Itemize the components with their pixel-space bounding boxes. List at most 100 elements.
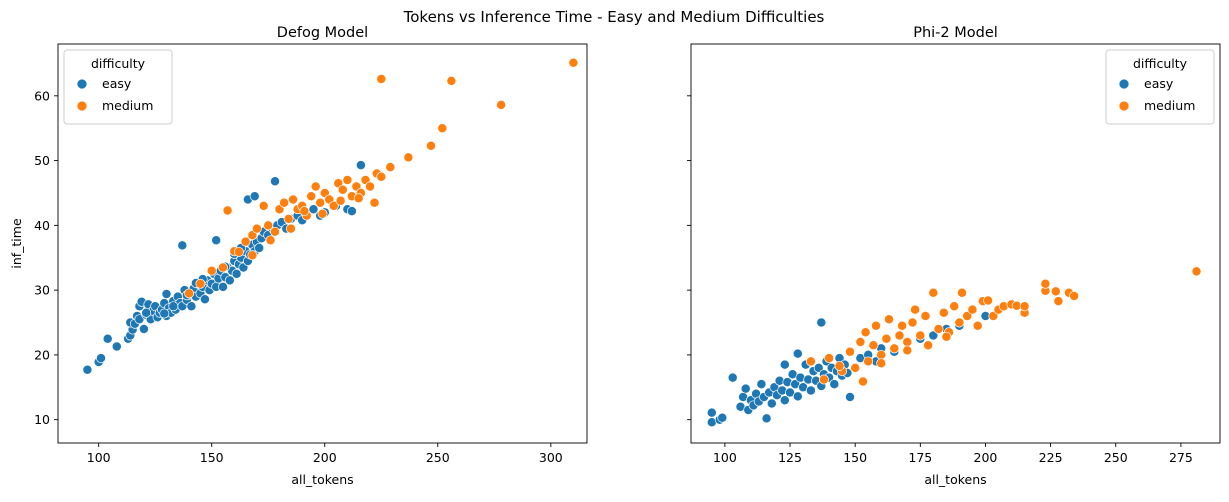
data-point-medium bbox=[403, 152, 414, 163]
data-point-medium bbox=[426, 140, 436, 151]
data-point-easy bbox=[254, 243, 265, 253]
data-point-medium bbox=[871, 320, 881, 331]
data-point-easy bbox=[779, 395, 790, 406]
data-point-medium bbox=[1191, 266, 1202, 277]
plot-frame bbox=[690, 43, 1221, 444]
data-point-medium bbox=[446, 75, 457, 86]
data-point-easy bbox=[706, 407, 717, 418]
data-point-easy bbox=[845, 392, 855, 402]
data-point-medium bbox=[894, 330, 905, 341]
data-point-medium bbox=[897, 320, 908, 331]
legend-title: difficulty bbox=[91, 56, 146, 71]
data-point-easy bbox=[792, 391, 803, 402]
data-point-medium bbox=[923, 340, 934, 351]
data-point-medium bbox=[983, 295, 994, 306]
data-point-medium bbox=[353, 193, 364, 204]
data-point-medium bbox=[855, 337, 866, 347]
data-point-medium bbox=[1040, 278, 1051, 289]
legend-label-easy: easy bbox=[102, 76, 132, 91]
data-point-easy bbox=[138, 324, 149, 334]
data-point-easy bbox=[231, 268, 242, 279]
plot-frame bbox=[57, 43, 588, 444]
data-point-medium bbox=[195, 278, 206, 289]
data-point-medium bbox=[184, 288, 195, 299]
data-point-medium bbox=[845, 346, 855, 357]
data-point-medium bbox=[988, 311, 999, 321]
x-tick-label: 150 bbox=[843, 450, 867, 465]
data-point-medium bbox=[907, 317, 918, 328]
x-tick-label: 150 bbox=[200, 450, 224, 465]
x-tick-label: 250 bbox=[1104, 450, 1128, 465]
data-point-medium bbox=[957, 287, 967, 298]
data-point-easy bbox=[355, 160, 366, 171]
legend-marker-easy bbox=[1118, 78, 1130, 90]
data-point-easy bbox=[177, 240, 188, 251]
data-point-easy bbox=[727, 372, 738, 383]
data-point-medium bbox=[902, 337, 913, 347]
data-point-medium bbox=[954, 317, 965, 328]
data-point-medium bbox=[365, 181, 375, 192]
data-point-easy bbox=[813, 362, 824, 373]
data-point-easy bbox=[141, 307, 152, 318]
data-point-medium bbox=[342, 175, 353, 185]
data-point-medium bbox=[876, 349, 887, 360]
y-tick-label: 30 bbox=[34, 283, 50, 298]
data-point-medium bbox=[860, 327, 871, 338]
data-point-medium bbox=[437, 123, 448, 134]
x-tick-label: 200 bbox=[313, 450, 337, 465]
data-point-medium bbox=[949, 301, 960, 312]
data-point-easy bbox=[792, 348, 803, 359]
data-point-medium bbox=[1053, 296, 1064, 307]
y-tick-label: 60 bbox=[34, 88, 50, 103]
x-tick-label: 225 bbox=[1039, 450, 1063, 465]
data-point-medium bbox=[881, 333, 892, 344]
data-point-medium bbox=[889, 343, 900, 354]
data-point-medium bbox=[283, 213, 294, 224]
y-tick-label: 40 bbox=[34, 218, 50, 233]
data-point-medium bbox=[850, 362, 861, 373]
legend-label-medium: medium bbox=[102, 98, 153, 113]
data-point-medium bbox=[884, 314, 894, 325]
x-tick-label: 275 bbox=[1169, 450, 1193, 465]
data-point-easy bbox=[717, 412, 728, 423]
legend-marker-easy bbox=[76, 78, 88, 90]
data-point-medium bbox=[247, 250, 258, 261]
data-point-medium bbox=[962, 311, 973, 321]
data-point-medium bbox=[206, 265, 217, 276]
data-point-medium bbox=[818, 374, 829, 385]
data-point-medium bbox=[335, 195, 346, 206]
data-point-medium bbox=[1069, 291, 1080, 301]
data-point-medium bbox=[938, 307, 949, 318]
legend: difficulty easy medium bbox=[63, 49, 173, 125]
y-tick-label: 10 bbox=[34, 412, 50, 427]
data-point-medium bbox=[910, 304, 921, 315]
data-point-medium bbox=[834, 360, 845, 371]
data-point-easy bbox=[829, 379, 840, 390]
data-point-medium bbox=[299, 206, 310, 217]
data-point-medium bbox=[915, 330, 926, 341]
scatter-points bbox=[82, 57, 579, 375]
data-point-medium bbox=[279, 197, 290, 208]
data-point-medium bbox=[972, 320, 983, 331]
scatter-points bbox=[706, 266, 1202, 428]
data-point-medium bbox=[902, 345, 913, 356]
legend-label-medium: medium bbox=[1144, 98, 1195, 113]
data-point-medium bbox=[967, 304, 978, 315]
legend-marker-medium bbox=[1118, 100, 1130, 112]
data-point-medium bbox=[270, 226, 280, 237]
data-point-easy bbox=[224, 275, 235, 286]
data-point-easy bbox=[102, 333, 113, 344]
data-point-medium bbox=[496, 99, 507, 110]
data-point-medium bbox=[337, 184, 348, 195]
data-point-medium bbox=[240, 236, 251, 247]
data-point-medium bbox=[233, 246, 244, 257]
data-point-easy bbox=[761, 413, 772, 424]
y-axis-label: inf_time bbox=[9, 218, 24, 269]
panel-title: Defog Model bbox=[277, 25, 368, 41]
data-point-easy bbox=[82, 364, 93, 375]
legend-title: difficulty bbox=[1133, 56, 1188, 71]
data-point-medium bbox=[263, 220, 274, 231]
data-point-easy bbox=[740, 383, 751, 394]
data-point-easy bbox=[161, 289, 172, 299]
